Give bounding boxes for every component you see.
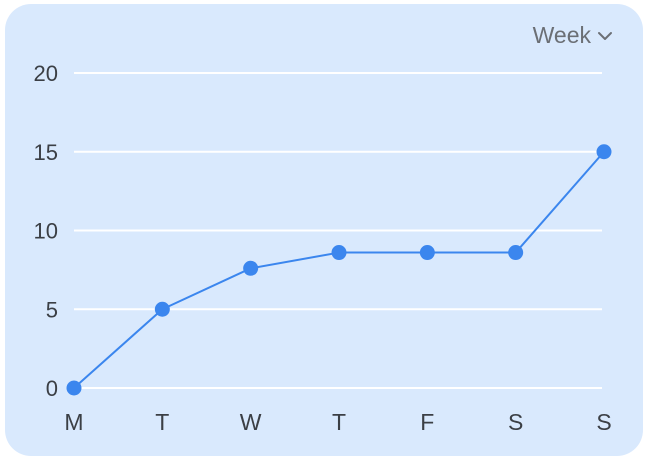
y-axis-ticks: 0 5 10 15 20 xyxy=(34,61,58,401)
data-point[interactable] xyxy=(596,144,612,160)
data-point[interactable] xyxy=(66,380,82,396)
data-point[interactable] xyxy=(508,245,524,261)
range-dropdown[interactable]: Week xyxy=(533,22,613,49)
data-point[interactable] xyxy=(419,245,435,261)
data-point[interactable] xyxy=(154,301,170,317)
data-point[interactable] xyxy=(331,245,347,261)
data-point[interactable] xyxy=(243,260,259,276)
y-tick-label: 10 xyxy=(34,219,58,244)
x-tick-label: T xyxy=(155,409,169,435)
x-tick-label: M xyxy=(64,409,83,435)
y-tick-label: 0 xyxy=(46,376,58,401)
x-tick-label: S xyxy=(508,409,523,435)
grid-lines xyxy=(74,72,602,389)
y-tick-label: 15 xyxy=(34,140,58,165)
x-tick-label: T xyxy=(332,409,346,435)
y-tick-label: 5 xyxy=(46,297,58,322)
series-points xyxy=(66,144,612,396)
x-tick-label: S xyxy=(596,409,611,435)
x-tick-label: W xyxy=(240,409,262,435)
range-dropdown-label: Week xyxy=(532,22,591,48)
series-line-path xyxy=(73,151,605,389)
chevron-down-icon xyxy=(597,30,613,42)
x-tick-label: F xyxy=(420,409,434,435)
series-line xyxy=(73,151,605,389)
y-tick-label: 20 xyxy=(34,61,58,86)
